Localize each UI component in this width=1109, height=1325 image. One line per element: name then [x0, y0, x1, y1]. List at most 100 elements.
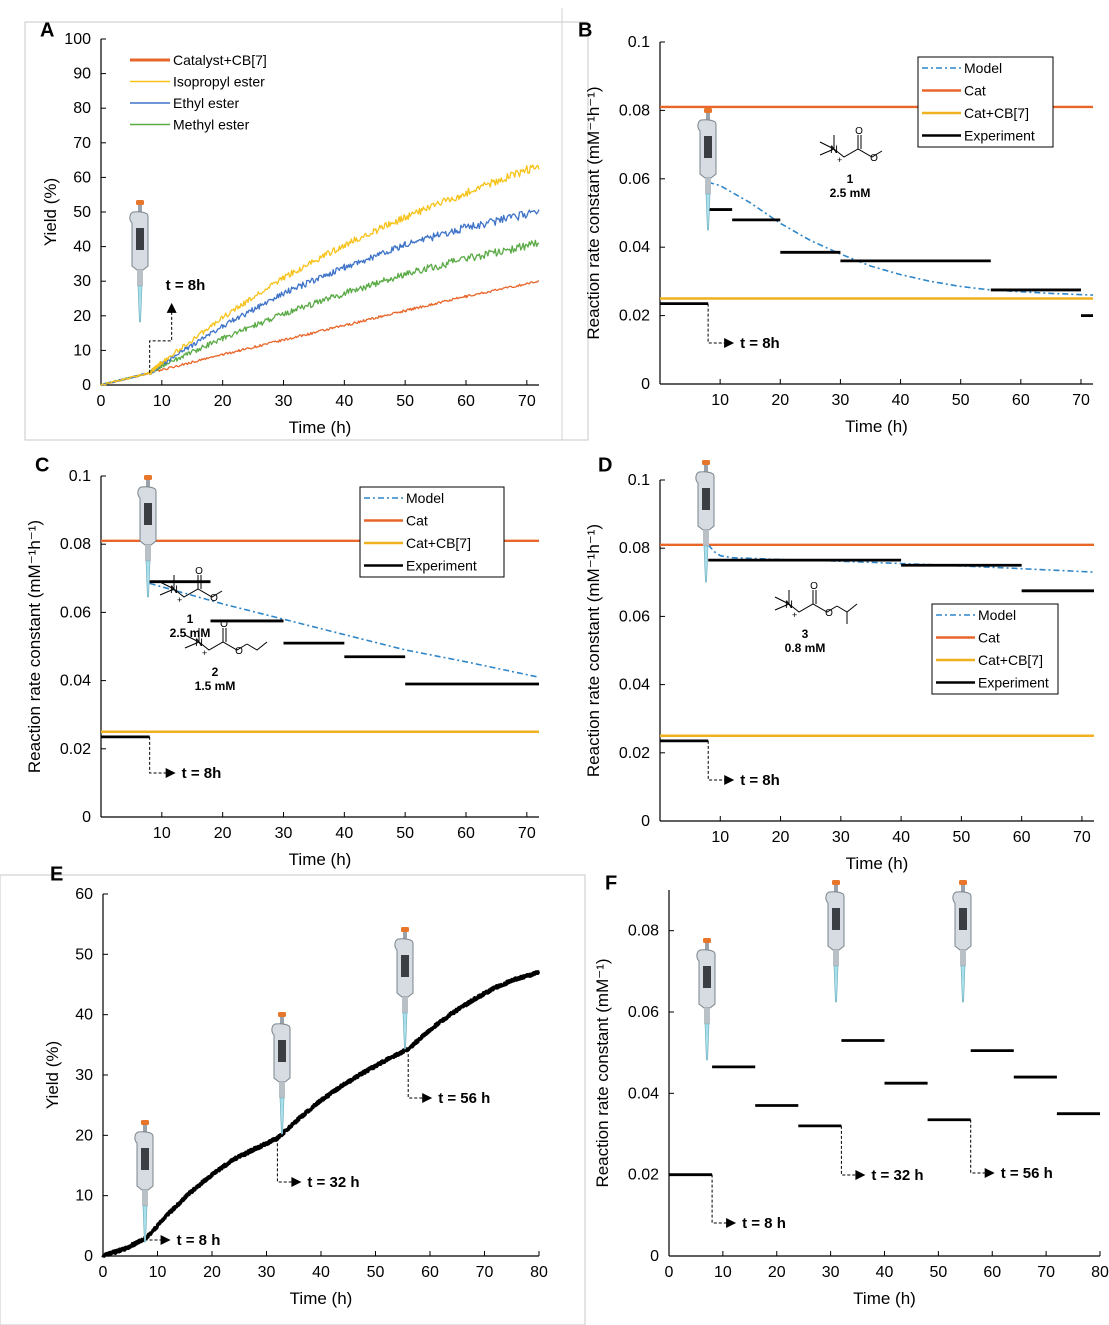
x-tick-label: 10 [714, 1264, 732, 1281]
annotation-connector [407, 1049, 425, 1099]
charge: + [792, 610, 797, 620]
legend-label: Ethyl ester [173, 95, 239, 111]
y-tick-label: 0.02 [619, 745, 650, 762]
arrow-head [160, 1235, 171, 1245]
compound-structure: N O O +12.5 mM [819, 126, 883, 200]
atom-n: N [170, 584, 178, 596]
x-tick-label: 10 [711, 392, 729, 409]
x-tick-label: 20 [214, 393, 232, 410]
x-axis-label: Time (h) [289, 418, 352, 437]
bond [774, 590, 838, 613]
panel-letter: C [35, 454, 49, 476]
x-tick-label: 0 [665, 1264, 674, 1281]
y-tick-label: 70 [73, 135, 91, 152]
pipette-icon [696, 937, 716, 1061]
pipette-icon [271, 1011, 291, 1135]
legend: Model Cat Cat+CB[7] Experiment [917, 56, 1054, 148]
y-tick-label: 30 [75, 1067, 93, 1084]
y-tick-label: 0.06 [619, 171, 650, 188]
legend-label: Cat [406, 513, 428, 529]
compound-number: 2 [212, 665, 219, 679]
x-tick-label: 20 [771, 392, 789, 409]
series-methyl-ester [100, 239, 540, 387]
bond [197, 575, 202, 589]
y-tick-label: 50 [75, 946, 93, 963]
compound-conc: 2.5 mM [830, 186, 871, 200]
panel-border [24, 21, 589, 441]
y-tick-label: 100 [64, 31, 91, 48]
compound-conc: 2.5 mM [170, 626, 211, 640]
x-tick-label: 30 [822, 1264, 840, 1281]
x-tick-label: 30 [275, 825, 293, 842]
x-tick-label: 50 [367, 1264, 385, 1281]
atom-n: N [785, 599, 793, 611]
atom-o: O [810, 581, 818, 592]
model-curve [707, 544, 1095, 573]
arrow-head [855, 1170, 866, 1180]
panel-a: A 0 10 20 30 40 50 60 70 0 10 20 30 40 50 60 70 80 90 100 Ti… [24, 19, 589, 441]
x-tick-label: 10 [153, 393, 171, 410]
y-tick-label: 20 [73, 308, 91, 325]
y-tick-label: 80 [73, 100, 91, 117]
x-tick-label: 70 [1037, 1264, 1055, 1281]
legend-box [931, 603, 1059, 695]
legend-label: Cat [964, 83, 986, 99]
legend-box [359, 486, 505, 578]
x-tick-label: 30 [832, 829, 850, 846]
legend-label: Model [978, 607, 1016, 623]
y-tick-label: 0.08 [619, 540, 650, 557]
x-tick-label: 60 [457, 825, 475, 842]
time-annotation: t = 8h [740, 335, 780, 352]
pipette-icon [697, 107, 717, 231]
bond [246, 641, 268, 651]
charge: + [202, 648, 207, 658]
annotation-connector [149, 310, 173, 373]
legend-label: Methyl ester [173, 117, 250, 133]
charge: + [837, 155, 842, 165]
panel-b: B 10 20 30 40 50 60 70 0 0.02 0.04 0.06 0.08 0.1 Time … [561, 8, 1094, 440]
bond [184, 628, 248, 651]
y-tick-label: 0 [641, 376, 650, 393]
arrow-head [724, 338, 735, 348]
y-tick-label: 0.08 [628, 923, 659, 940]
x-tick-label: 0 [97, 393, 106, 410]
x-tick-label: 40 [335, 825, 353, 842]
y-tick-label: 10 [73, 342, 91, 359]
legend-label: Experiment [978, 675, 1049, 691]
atom-n: N [195, 637, 203, 649]
y-tick-label: 40 [75, 1007, 93, 1024]
y-tick-label: 0.02 [619, 308, 650, 325]
y-tick-label: 60 [73, 169, 91, 186]
y-tick-label: 30 [73, 273, 91, 290]
y-tick-label: 0.04 [619, 677, 650, 694]
y-axis-label: Yield (%) [41, 178, 60, 246]
x-tick-label: 40 [892, 829, 910, 846]
x-tick-label: 40 [312, 1264, 330, 1281]
time-annotation: t = 8h [166, 277, 206, 294]
atom-o: O [220, 619, 228, 630]
time-annotation: t = 56 h [1001, 1165, 1053, 1182]
y-tick-label: 0.04 [619, 239, 650, 256]
x-tick-label: 70 [518, 825, 536, 842]
y-tick-label: 0.06 [619, 608, 650, 625]
y-tick-label: 60 [75, 886, 93, 903]
arrow-head [984, 1168, 995, 1178]
legend-label: Catalyst+CB[7] [173, 52, 267, 68]
x-tick-label: 50 [396, 393, 414, 410]
y-tick-label: 0 [82, 809, 91, 826]
y-tick-label: 20 [75, 1127, 93, 1144]
annotation-connector [711, 1174, 729, 1224]
y-tick-label: 0 [650, 1248, 659, 1265]
legend: Model Cat Cat+CB[7] Experiment [931, 603, 1059, 695]
panel-letter: D [598, 454, 612, 476]
pipette-icon [394, 926, 414, 1050]
bond [222, 628, 227, 642]
panel-border [0, 874, 586, 1325]
x-tick-label: 40 [335, 393, 353, 410]
panel-c: C 10 20 30 40 50 60 70 0 0.02 0.04 0.06 0.08 0.1 Time … [25, 454, 540, 869]
y-tick-label: 0.02 [60, 741, 91, 758]
atom-n: N [830, 144, 838, 156]
annotation-connector [707, 740, 727, 781]
series-yield [101, 970, 541, 1258]
